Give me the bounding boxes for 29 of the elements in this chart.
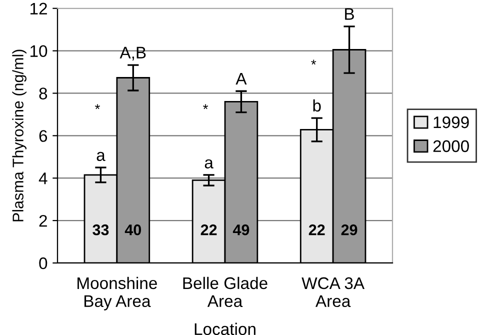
x-tick-label: WCA 3A Area [302,277,365,308]
y-tick-label: 8 [39,88,48,100]
x-tick-label: Belle Glade Area [183,276,268,308]
data-label: A,B [120,46,146,61]
annotation: 49 [232,224,250,236]
y-tick-label: 10 [30,45,48,58]
annotation: * [311,60,316,65]
x-axis-title: Location [194,322,256,335]
y-tick-label: 6 [39,130,48,142]
y-tick-label: 12 [30,2,47,14]
annotation: 33 [92,224,109,236]
y-axis-title: Plasma Thyroxine (ng/ml) [12,50,26,222]
annotation: * [203,104,208,110]
legend-label: 2000 [433,140,469,152]
x-tick-label: Moonshine Bay Area [78,276,157,310]
y-tick-label: 0 [39,257,48,270]
legend-label: 1999 [434,116,469,128]
data-label: A [236,73,247,84]
data-label: a [96,152,106,162]
y-tick-label: 4 [38,172,48,184]
annotation: 22 [308,224,325,236]
data-label: B [345,8,354,20]
data-label: a [204,159,214,168]
annotation: 29 [341,224,358,236]
annotation: 22 [200,224,217,236]
data-label: b [313,99,321,112]
annotation: * [95,104,100,110]
y-tick-label: 2 [39,214,47,227]
annotation: 40 [124,224,142,236]
